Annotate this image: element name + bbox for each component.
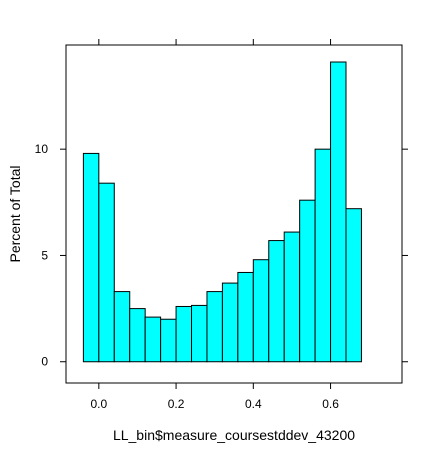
histogram-bar-11 — [252, 259, 270, 363]
histogram-bar-13 — [283, 231, 301, 363]
y-tick-label-2: 10 — [35, 142, 49, 156]
histogram-bar-5 — [160, 318, 177, 363]
y-tick-label-0: 0 — [41, 355, 48, 369]
y-tick-label-1: 5 — [41, 248, 48, 262]
x-tick-label-1: 0.2 — [168, 397, 185, 411]
histogram-bar-0 — [82, 152, 100, 363]
x-axis-ticks: 0.0 0.2 0.4 0.6 — [90, 39, 339, 411]
histogram-bar-2 — [113, 291, 131, 363]
x-tick-label-0: 0.0 — [90, 397, 107, 411]
histogram-bar-9 — [221, 282, 239, 363]
x-tick-label-2: 0.4 — [245, 397, 262, 411]
histogram-bar-7 — [191, 304, 208, 363]
histogram-bar-6 — [175, 305, 193, 363]
bars-group — [82, 61, 362, 363]
histogram-bar-8 — [206, 291, 223, 363]
histogram-bar-17 — [345, 208, 362, 363]
histogram-bar-14 — [299, 199, 316, 363]
histogram-bar-16 — [330, 61, 347, 363]
plot-panel — [65, 44, 403, 384]
histogram-bar-15 — [314, 148, 332, 363]
y-axis-title: Percent of Total — [7, 165, 23, 262]
histogram-bar-12 — [268, 240, 285, 363]
histogram-bar-1 — [98, 182, 115, 363]
x-axis-title: LL_bin$measure_coursestddev_43200 — [113, 427, 355, 443]
histogram-bar-10 — [237, 271, 254, 363]
y-axis-ticks: 0 5 10 — [35, 142, 408, 369]
x-tick-label-3: 0.6 — [322, 397, 339, 411]
histogram-bar-3 — [129, 308, 146, 363]
histogram-bar-4 — [144, 316, 162, 363]
